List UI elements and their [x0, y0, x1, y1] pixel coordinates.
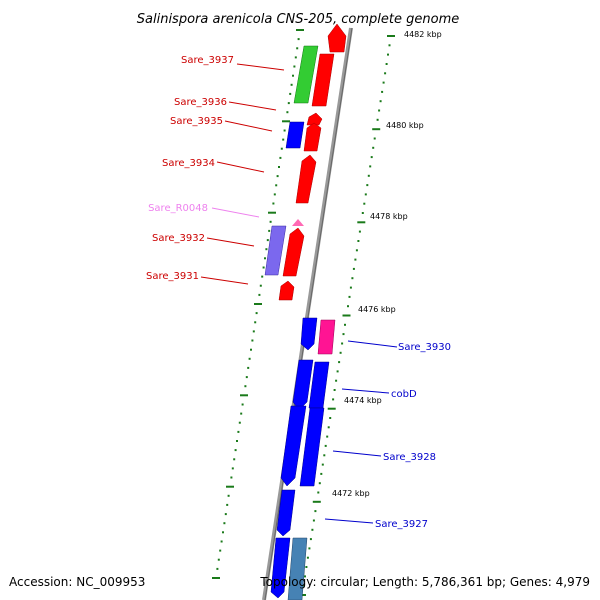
gene-label-sare-3932[interactable]: Sare_3932: [152, 233, 205, 244]
map-title: Salinispora arenicola CNS-205, complete …: [137, 12, 459, 27]
outer-tick-track: [298, 35, 395, 596]
leader-line-sare-3937: [236, 63, 285, 71]
leader-line-sare-3932: [206, 237, 255, 247]
gene-feature-sare-3928-left[interactable]: [280, 405, 307, 487]
gene-label-sare-3928[interactable]: Sare_3928: [383, 452, 436, 463]
gene-feature-green-cds[interactable]: [293, 45, 319, 104]
gene-label-sare-3930[interactable]: Sare_3930: [398, 342, 451, 353]
genome-backbone: [262, 27, 353, 600]
leader-line-sare-3931: [200, 276, 249, 285]
ruler-label-4480: 4480 kbp: [386, 121, 424, 130]
leader-line-sare-3934: [216, 161, 265, 173]
gene-label-cobd[interactable]: cobD: [391, 389, 417, 400]
genome-summary-text: Topology: circular; Length: 5,786,361 bp…: [259, 575, 590, 589]
gene-features: [264, 23, 347, 600]
gene-label-sare-3927[interactable]: Sare_3927: [375, 519, 428, 530]
gene-feature-sare-3936[interactable]: [311, 53, 335, 107]
gene-label-sare-3936[interactable]: Sare_3936: [174, 97, 227, 108]
gene-feature-magenta-cds[interactable]: [317, 319, 336, 355]
leader-line-sare-3935: [224, 120, 273, 132]
gene-feature-sare-3932[interactable]: [282, 227, 305, 277]
gene-labels: Sare_3937 Sare_3936 Sare_3935 Sare_3934 …: [146, 55, 451, 530]
leader-line-sare-3927: [324, 518, 374, 524]
gene-feature-sare-r0048[interactable]: [292, 219, 304, 226]
gene-feature-cobd-right[interactable]: [308, 361, 330, 409]
leader-line-sare-r0048: [211, 207, 260, 218]
gene-feature-sare-3928-right[interactable]: [299, 407, 325, 487]
gene-feature-blue-cds-3935[interactable]: [285, 121, 305, 149]
gene-feature-sare-3937[interactable]: [327, 23, 347, 53]
gene-label-sare-3935[interactable]: Sare_3935: [170, 116, 223, 127]
leader-line-sare-3936: [228, 101, 277, 111]
backbone-edge: [264, 27, 353, 600]
ruler-label-4474: 4474 kbp: [344, 396, 382, 405]
leader-line-sare-3930: [347, 340, 398, 348]
leader-line-cobd: [341, 388, 390, 394]
inner-tick-track: [212, 29, 304, 579]
ruler-label-4478: 4478 kbp: [370, 212, 408, 221]
ruler-label-4472: 4472 kbp: [332, 489, 370, 498]
ruler-label-4482: 4482 kbp: [404, 30, 442, 39]
gene-label-sare-3937[interactable]: Sare_3937: [181, 55, 234, 66]
gene-label-sare-r0048[interactable]: Sare_R0048: [148, 203, 208, 214]
leader-line-sare-3928: [332, 450, 382, 457]
ruler: 4482 kbp 4480 kbp 4478 kbp 4476 kbp 4474…: [332, 30, 442, 498]
gene-feature-sare-3935[interactable]: [303, 122, 322, 152]
gene-label-sare-3931[interactable]: Sare_3931: [146, 271, 199, 282]
accession-text: Accession: NC_009953: [9, 575, 145, 589]
ruler-label-4476: 4476 kbp: [358, 305, 396, 314]
gene-feature-sare-3934[interactable]: [295, 154, 317, 204]
gene-feature-steelblue[interactable]: [287, 537, 308, 600]
gene-feature-purple-cds[interactable]: [264, 225, 287, 276]
gene-feature-sare-3931[interactable]: [278, 280, 295, 301]
gene-feature-sare-3930[interactable]: [300, 317, 318, 351]
gene-label-sare-3934[interactable]: Sare_3934: [162, 158, 215, 169]
gene-feature-bottom-blue[interactable]: [270, 537, 291, 599]
gene-feature-sare-3927[interactable]: [276, 489, 296, 537]
